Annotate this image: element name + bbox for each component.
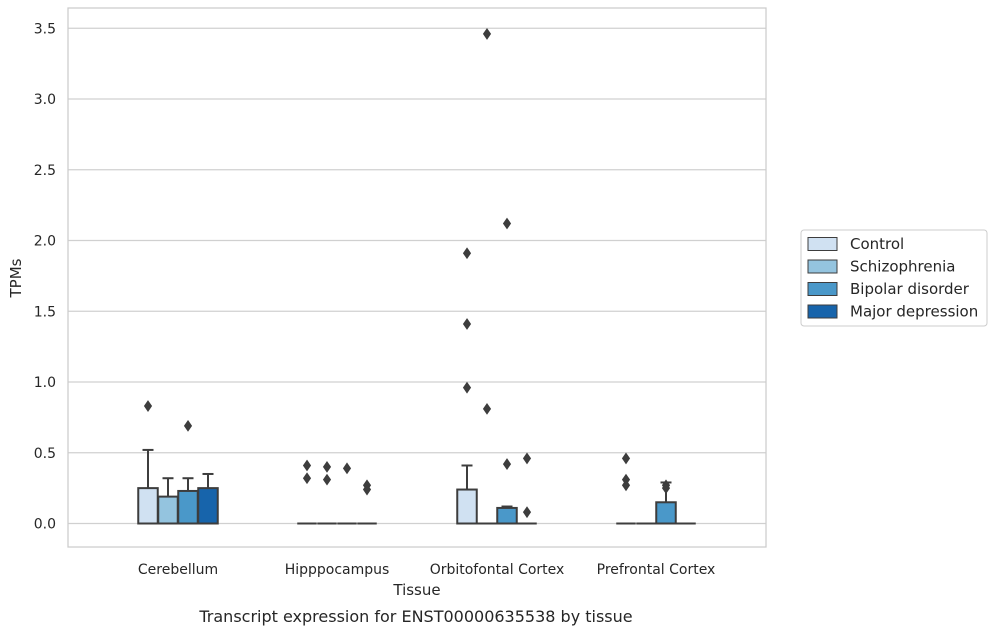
y-tick-labels: 0.0 0.5 1.0 1.5 2.0 2.5 3.0 3.5: [34, 21, 56, 532]
box-group: [496, 505, 518, 525]
outliers: [143, 28, 671, 519]
outlier-point: [502, 458, 512, 470]
outlier-point: [502, 217, 512, 230]
y-tick-label: 0.5: [34, 446, 56, 462]
y-tick-label: 1.5: [34, 304, 56, 320]
outlier-point: [322, 460, 332, 473]
legend-entry: Schizophrenia: [807, 258, 955, 276]
outlier-point: [522, 506, 532, 519]
plot-area: [68, 8, 766, 547]
box: [177, 489, 199, 525]
box: [137, 487, 159, 525]
legend-swatch: [807, 282, 838, 296]
outlier-point: [302, 472, 312, 485]
plot-frame: [67, 7, 767, 548]
legend-swatch: [807, 304, 838, 319]
legend-label: Bipolar disorder: [850, 280, 970, 298]
outlier-point: [462, 247, 472, 260]
box-group: [137, 448, 159, 525]
y-tick-label: 3.0: [34, 92, 56, 108]
legend-entries: Control Schizophrenia Bipolar disorder Majo…: [807, 235, 978, 321]
box: [496, 506, 518, 525]
x-axis-title: Tissue: [392, 581, 440, 599]
outlier-point: [143, 400, 153, 412]
outlier-point: [462, 381, 472, 394]
legend-frame: [800, 229, 988, 327]
legend-label: Control: [850, 235, 904, 253]
legend-swatch: [807, 237, 838, 251]
outlier-point: [661, 482, 671, 495]
outlier-point: [342, 462, 352, 475]
x-tick-label: Cerebellum: [138, 562, 218, 578]
boxes: [137, 448, 696, 525]
x-tick-label: Hipppocampus: [285, 562, 390, 578]
box-group: [177, 477, 199, 525]
outlier-point: [302, 459, 312, 472]
legend-entry: Control: [807, 235, 904, 253]
x-tick-labels: Cerebellum Hipppocampus Orbitofontal Corte…: [138, 562, 715, 578]
outlier-point: [462, 318, 472, 330]
outlier-point: [482, 402, 492, 415]
outlier-point: [322, 473, 332, 486]
y-axis-title: TPMs: [7, 258, 25, 298]
y-tick-label: 0.0: [34, 517, 56, 533]
box: [655, 501, 677, 525]
box: [456, 488, 478, 525]
outlier-point: [183, 419, 193, 432]
legend-label: Schizophrenia: [850, 258, 955, 276]
legend-label: Major depression: [850, 303, 978, 321]
legend-swatch: [807, 259, 838, 274]
box-group: [197, 472, 219, 525]
y-tick-label: 2.5: [34, 163, 56, 179]
box: [197, 487, 219, 525]
box-group: [456, 464, 478, 525]
y-tick-label: 2.0: [34, 234, 56, 250]
outlier-point: [621, 452, 631, 465]
legend: Control Schizophrenia Bipolar disorder Majo…: [800, 229, 988, 327]
box-group: [157, 477, 179, 525]
outlier-point: [362, 483, 372, 496]
y-tick-label: 3.5: [34, 21, 56, 37]
y-tick-label: 1.0: [34, 375, 56, 391]
outlier-point: [482, 28, 492, 40]
figure-caption: Transcript expression for ENST0000063553…: [198, 607, 632, 626]
x-tick-label: Prefrontal Cortex: [597, 562, 716, 578]
x-tick-label: Orbitofontal Cortex: [430, 562, 565, 578]
legend-entry: Bipolar disorder: [807, 280, 970, 298]
box: [157, 495, 179, 525]
outlier-point: [621, 479, 631, 492]
outlier-point: [522, 452, 532, 465]
legend-entry: Major depression: [807, 303, 978, 321]
